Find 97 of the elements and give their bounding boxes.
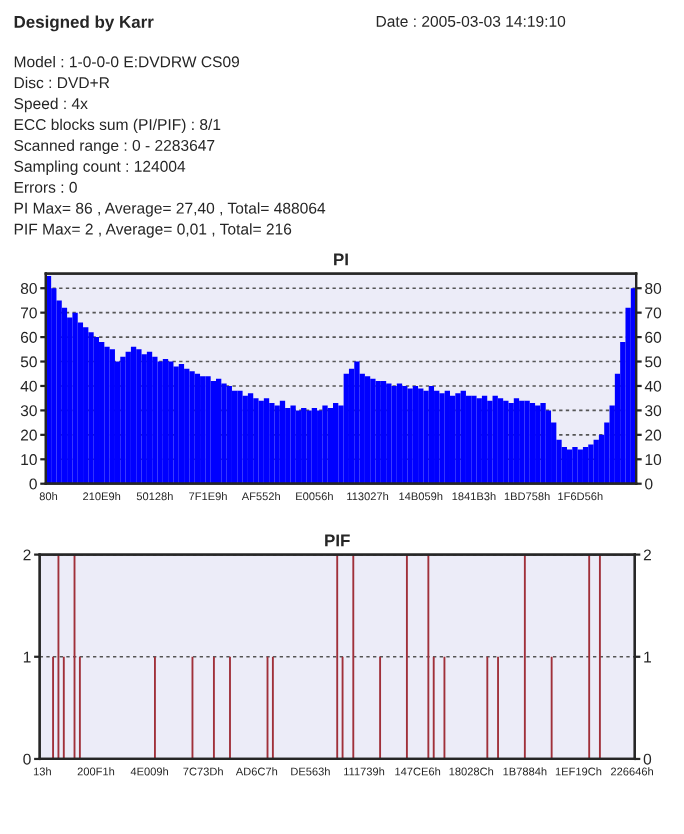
bar bbox=[566, 449, 573, 484]
bar bbox=[412, 385, 419, 484]
bar bbox=[460, 390, 466, 484]
bar bbox=[189, 371, 195, 484]
bar bbox=[402, 385, 408, 484]
bar bbox=[434, 390, 440, 484]
bar bbox=[184, 368, 190, 484]
bar bbox=[465, 395, 472, 484]
bar bbox=[354, 361, 360, 484]
bar bbox=[83, 327, 89, 484]
bar bbox=[61, 307, 68, 484]
bar bbox=[162, 359, 169, 484]
bar bbox=[152, 356, 158, 484]
bar bbox=[317, 410, 323, 484]
bar bbox=[290, 405, 296, 484]
bar bbox=[285, 407, 291, 484]
bar bbox=[391, 385, 397, 484]
bar bbox=[168, 361, 174, 484]
bar bbox=[253, 398, 259, 484]
chart-title: PI bbox=[334, 253, 348, 266]
bar bbox=[348, 368, 355, 484]
bar bbox=[173, 366, 179, 484]
bar bbox=[481, 395, 488, 484]
bar bbox=[577, 449, 583, 484]
bar bbox=[274, 405, 280, 484]
bar bbox=[529, 403, 536, 484]
chart-title: PIF bbox=[325, 534, 350, 547]
bar bbox=[247, 393, 254, 484]
bar bbox=[333, 403, 339, 484]
bar bbox=[301, 407, 307, 484]
bar bbox=[194, 373, 201, 484]
bar bbox=[231, 390, 238, 484]
bar bbox=[279, 400, 286, 484]
bar bbox=[364, 376, 371, 484]
bar bbox=[487, 400, 493, 484]
bar bbox=[104, 346, 110, 484]
bar bbox=[375, 381, 381, 484]
bar bbox=[72, 312, 78, 484]
bar bbox=[237, 390, 243, 484]
bar bbox=[593, 439, 599, 484]
bar bbox=[370, 378, 376, 484]
bar bbox=[226, 385, 232, 484]
bar bbox=[210, 381, 216, 484]
bar bbox=[99, 341, 105, 484]
bar bbox=[146, 351, 153, 484]
bar bbox=[88, 332, 94, 484]
bar bbox=[386, 383, 392, 484]
bar bbox=[561, 447, 567, 484]
bar bbox=[120, 356, 126, 484]
bar bbox=[423, 390, 429, 484]
bar bbox=[455, 393, 461, 484]
bar bbox=[449, 395, 456, 484]
bar bbox=[535, 405, 541, 484]
bar bbox=[380, 381, 387, 484]
bar bbox=[343, 373, 349, 484]
bar bbox=[471, 395, 477, 484]
bar bbox=[519, 400, 525, 484]
bar bbox=[572, 447, 578, 484]
bar bbox=[428, 385, 435, 484]
bar bbox=[221, 383, 227, 484]
bar bbox=[295, 410, 302, 484]
bar bbox=[588, 444, 594, 484]
bar bbox=[508, 403, 514, 484]
bar bbox=[439, 393, 445, 484]
bar bbox=[306, 410, 312, 484]
bar bbox=[141, 354, 147, 484]
bar bbox=[582, 447, 589, 484]
bar bbox=[258, 400, 264, 484]
bar bbox=[418, 388, 424, 484]
bar bbox=[322, 405, 328, 484]
bar bbox=[311, 407, 318, 484]
bar bbox=[396, 383, 403, 484]
bar bbox=[136, 349, 142, 484]
bar bbox=[130, 346, 137, 484]
bar bbox=[492, 395, 498, 484]
bar bbox=[242, 395, 248, 484]
bar bbox=[263, 398, 270, 484]
bar bbox=[545, 410, 552, 484]
bar bbox=[524, 400, 530, 484]
bar bbox=[109, 349, 115, 484]
bar bbox=[178, 363, 185, 484]
bar bbox=[205, 376, 211, 484]
bar bbox=[444, 390, 450, 484]
bar bbox=[497, 398, 504, 484]
bar bbox=[216, 378, 222, 484]
bar bbox=[125, 351, 131, 484]
bar bbox=[157, 361, 163, 484]
bar bbox=[513, 398, 520, 484]
bar bbox=[93, 337, 100, 484]
bar bbox=[540, 403, 546, 484]
text: Designed by Karr bbox=[14, 15, 154, 32]
bar bbox=[476, 398, 482, 484]
bar bbox=[327, 407, 333, 484]
bar bbox=[503, 400, 509, 484]
bar bbox=[269, 403, 275, 484]
bar bbox=[407, 388, 413, 484]
bar bbox=[200, 376, 206, 484]
